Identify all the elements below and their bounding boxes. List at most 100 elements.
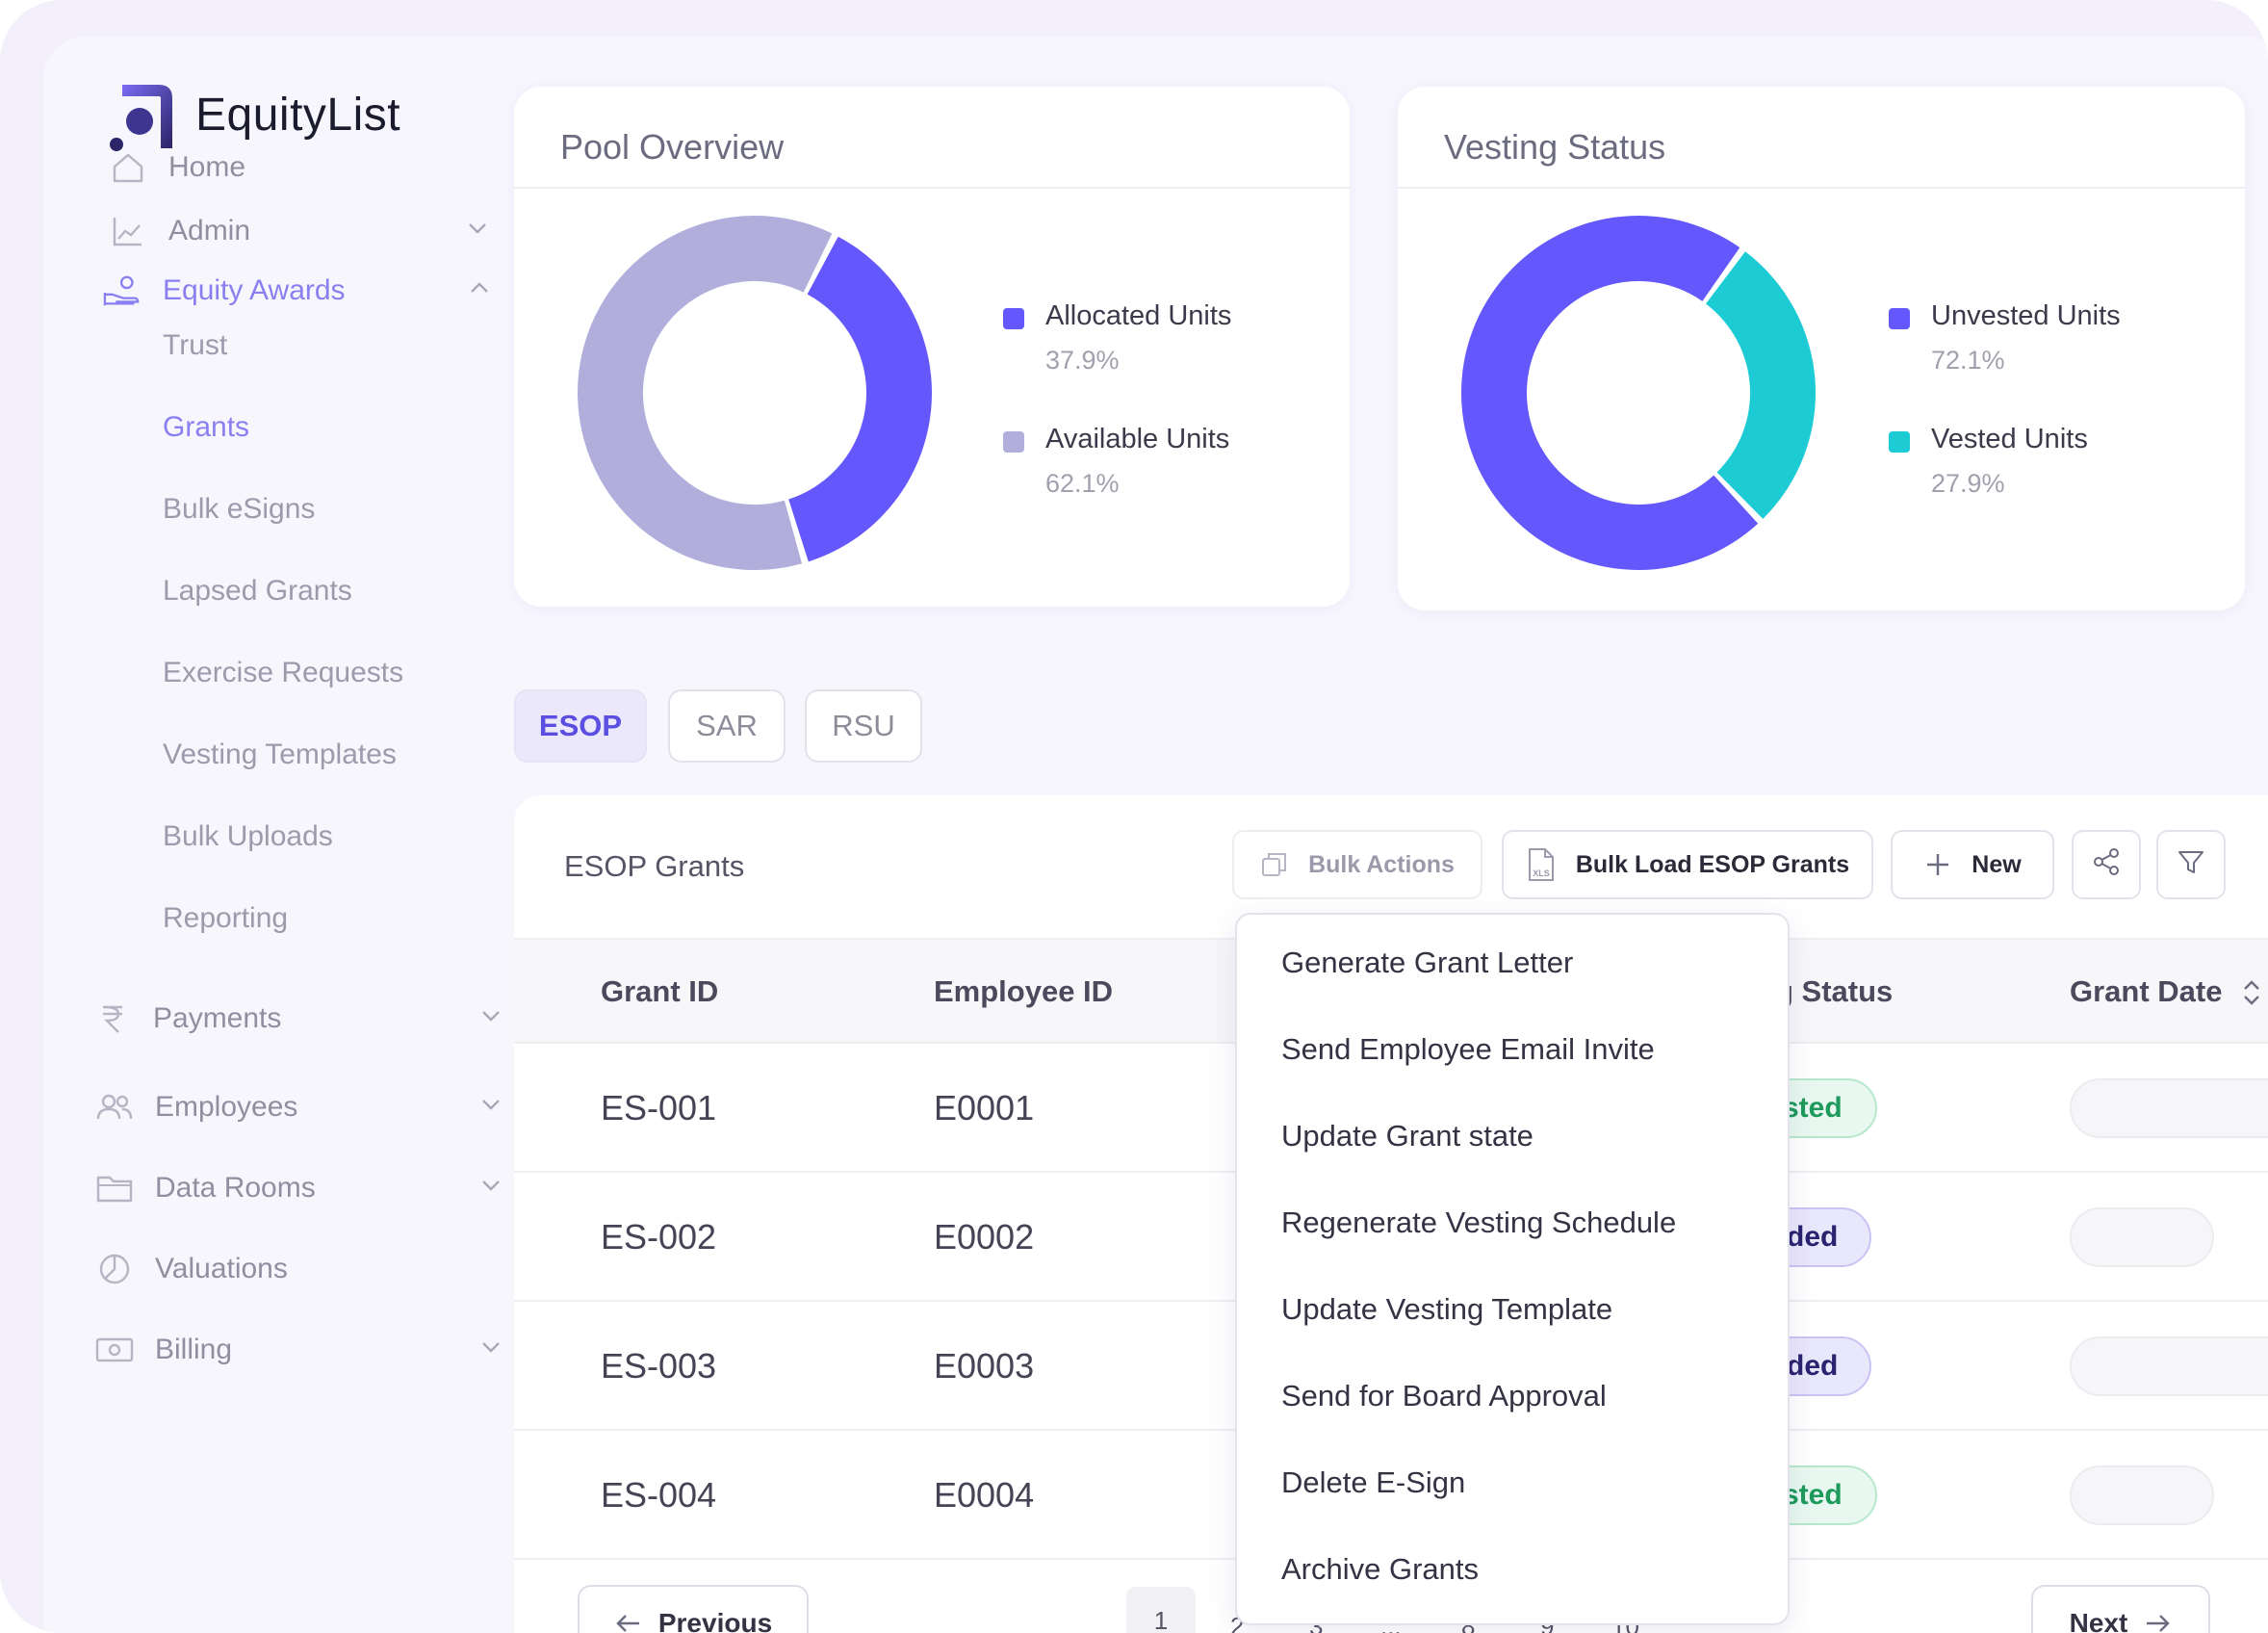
column-header-grant-date[interactable]: Grant Date (2070, 974, 2223, 1008)
sidebar-subitem-lapsed-grants[interactable]: Lapsed Grants (163, 575, 352, 607)
chevron-down-icon[interactable] (465, 216, 490, 246)
sidebar-item-label: Data Rooms (155, 1172, 316, 1204)
pool-overview-card: Pool Overview Allocated Units 37.9% Avai… (514, 87, 1350, 607)
column-header-employee-id[interactable]: Employee ID (934, 974, 1114, 1008)
vesting-status-card: Vesting Status Unvested Units 72.1% Vest… (1398, 87, 2245, 610)
sidebar-item-label: Home (168, 151, 246, 183)
cell-employee-id: E0001 (934, 1088, 1035, 1128)
page-1[interactable]: 1 (1126, 1587, 1196, 1633)
column-header-grant-id[interactable]: Grant ID (601, 974, 719, 1008)
cell-grant-id: ES-002 (601, 1217, 717, 1257)
tab-sar[interactable]: SAR (668, 689, 786, 763)
legend-swatch (1003, 308, 1024, 329)
app-name: EquityList (195, 89, 401, 141)
sidebar-item-label: Payments (153, 1002, 282, 1034)
sidebar-item-home[interactable]: Home (109, 148, 245, 187)
legend-vested-units: Vested Units 27.9% (1889, 424, 2088, 499)
legend-unvested-units: Unvested Units 72.1% (1889, 300, 2121, 376)
bulk-load-esop-grants-button[interactable]: XLS Bulk Load ESOP Grants (1502, 830, 1873, 899)
divider (514, 187, 1350, 189)
sidebar-item-label: Valuations (155, 1253, 288, 1284)
home-icon (109, 148, 147, 187)
donut-slice-allocated-units (788, 236, 932, 562)
column-header-status[interactable]: g Status (1775, 974, 1894, 1008)
status-text: sted (1783, 1092, 1843, 1124)
rupee-icon (93, 999, 132, 1038)
sidebar-subitem-vesting-templates[interactable]: Vesting Templates (163, 739, 397, 770)
new-grant-button[interactable]: New (1891, 830, 2054, 899)
card-title: Vesting Status (1444, 127, 1666, 167)
divider (1398, 187, 2245, 189)
grant-date-placeholder (2070, 1336, 2268, 1396)
xls-file-icon: XLS (1526, 847, 1557, 882)
next-label: Next (2069, 1608, 2128, 1633)
chevron-up-icon[interactable] (467, 275, 492, 306)
table-title: ESOP Grants (564, 849, 745, 883)
legend-swatch (1889, 308, 1910, 329)
legend-value: 27.9% (1931, 469, 2005, 498)
legend-label: Unvested Units (1931, 300, 2121, 331)
chart-line-icon (109, 212, 147, 250)
chevron-down-icon[interactable] (478, 1003, 503, 1034)
menu-item-delete-e-sign[interactable]: Delete E-Sign (1281, 1465, 1466, 1499)
previous-page-button[interactable]: Previous (578, 1585, 809, 1633)
menu-item-regenerate-vesting-schedule[interactable]: Regenerate Vesting Schedule (1281, 1205, 1677, 1239)
donut-slice-vested-units (1705, 251, 1816, 519)
sidebar-subitem-grants[interactable]: Grants (163, 411, 250, 443)
bulk-load-label: Bulk Load ESOP Grants (1575, 850, 1850, 878)
menu-item-update-grant-state[interactable]: Update Grant state (1281, 1119, 1533, 1153)
sidebar-item-employees[interactable]: Employees (95, 1088, 297, 1127)
new-label: New (1972, 850, 2022, 878)
vesting-donut-chart (1461, 216, 1816, 570)
tab-esop[interactable]: ESOP (514, 689, 647, 763)
sidebar-subitem-bulk-esigns[interactable]: Bulk eSigns (163, 493, 316, 525)
cell-employee-id: E0003 (934, 1346, 1035, 1386)
menu-item-archive-grants[interactable]: Archive Grants (1281, 1552, 1480, 1586)
table-row[interactable]: ES-003 E0003 ded (514, 1302, 2268, 1431)
status-text: sted (1783, 1479, 1843, 1511)
menu-item-send-employee-email-invite[interactable]: Send Employee Email Invite (1281, 1032, 1655, 1066)
sidebar-subitem-trust[interactable]: Trust (163, 329, 228, 361)
legend-label: Allocated Units (1045, 300, 1232, 331)
sort-icon[interactable] (2241, 976, 2262, 1014)
sidebar: EquityList Home Admin Equity Awards (43, 37, 515, 1633)
copy-icon (1260, 850, 1289, 879)
menu-item-generate-grant-letter[interactable]: Generate Grant Letter (1281, 946, 1574, 979)
arrow-left-icon (614, 1612, 641, 1633)
legend-value: 37.9% (1045, 346, 1120, 375)
sidebar-item-admin[interactable]: Admin (109, 212, 250, 250)
sidebar-item-equity-awards[interactable]: Equity Awards (103, 272, 346, 310)
sidebar-item-valuations[interactable]: Valuations (95, 1250, 288, 1288)
legend-value: 62.1% (1045, 469, 1120, 498)
grant-date-placeholder (2070, 1207, 2214, 1267)
share-button[interactable] (2072, 830, 2141, 899)
sidebar-item-payments[interactable]: Payments (93, 999, 281, 1038)
status-text: ded (1787, 1350, 1839, 1382)
menu-item-send-for-board-approval[interactable]: Send for Board Approval (1281, 1379, 1607, 1413)
filter-button[interactable] (2156, 830, 2226, 899)
share-icon (2091, 846, 2122, 884)
sidebar-subitem-bulk-uploads[interactable]: Bulk Uploads (163, 820, 333, 852)
menu-item-update-vesting-template[interactable]: Update Vesting Template (1281, 1292, 1613, 1326)
chevron-down-icon[interactable] (478, 1092, 503, 1123)
logo: EquityList (105, 77, 400, 152)
table-row[interactable]: ES-001 E0001 sted (514, 1044, 2268, 1173)
sidebar-item-label: Admin (168, 215, 251, 246)
next-page-button[interactable]: Next (2031, 1585, 2210, 1633)
sidebar-subitem-exercise-requests[interactable]: Exercise Requests (163, 657, 404, 688)
sidebar-item-label: Equity Awards (163, 274, 346, 306)
xls-icon-text: XLS (1533, 868, 1550, 878)
bulk-actions-button[interactable]: Bulk Actions (1232, 830, 1482, 899)
chevron-down-icon[interactable] (478, 1335, 503, 1365)
sidebar-subitem-reporting[interactable]: Reporting (163, 902, 289, 934)
legend-label: Vested Units (1931, 424, 2088, 454)
bulk-actions-label: Bulk Actions (1308, 850, 1455, 878)
tab-rsu[interactable]: RSU (805, 689, 922, 763)
chevron-down-icon[interactable] (478, 1173, 503, 1204)
sidebar-item-billing[interactable]: Billing (95, 1331, 232, 1369)
legend-label: Available Units (1045, 424, 1230, 454)
cell-grant-id: ES-001 (601, 1088, 717, 1128)
sidebar-item-data-rooms[interactable]: Data Rooms (95, 1169, 316, 1207)
legend-value: 72.1% (1931, 346, 2005, 375)
